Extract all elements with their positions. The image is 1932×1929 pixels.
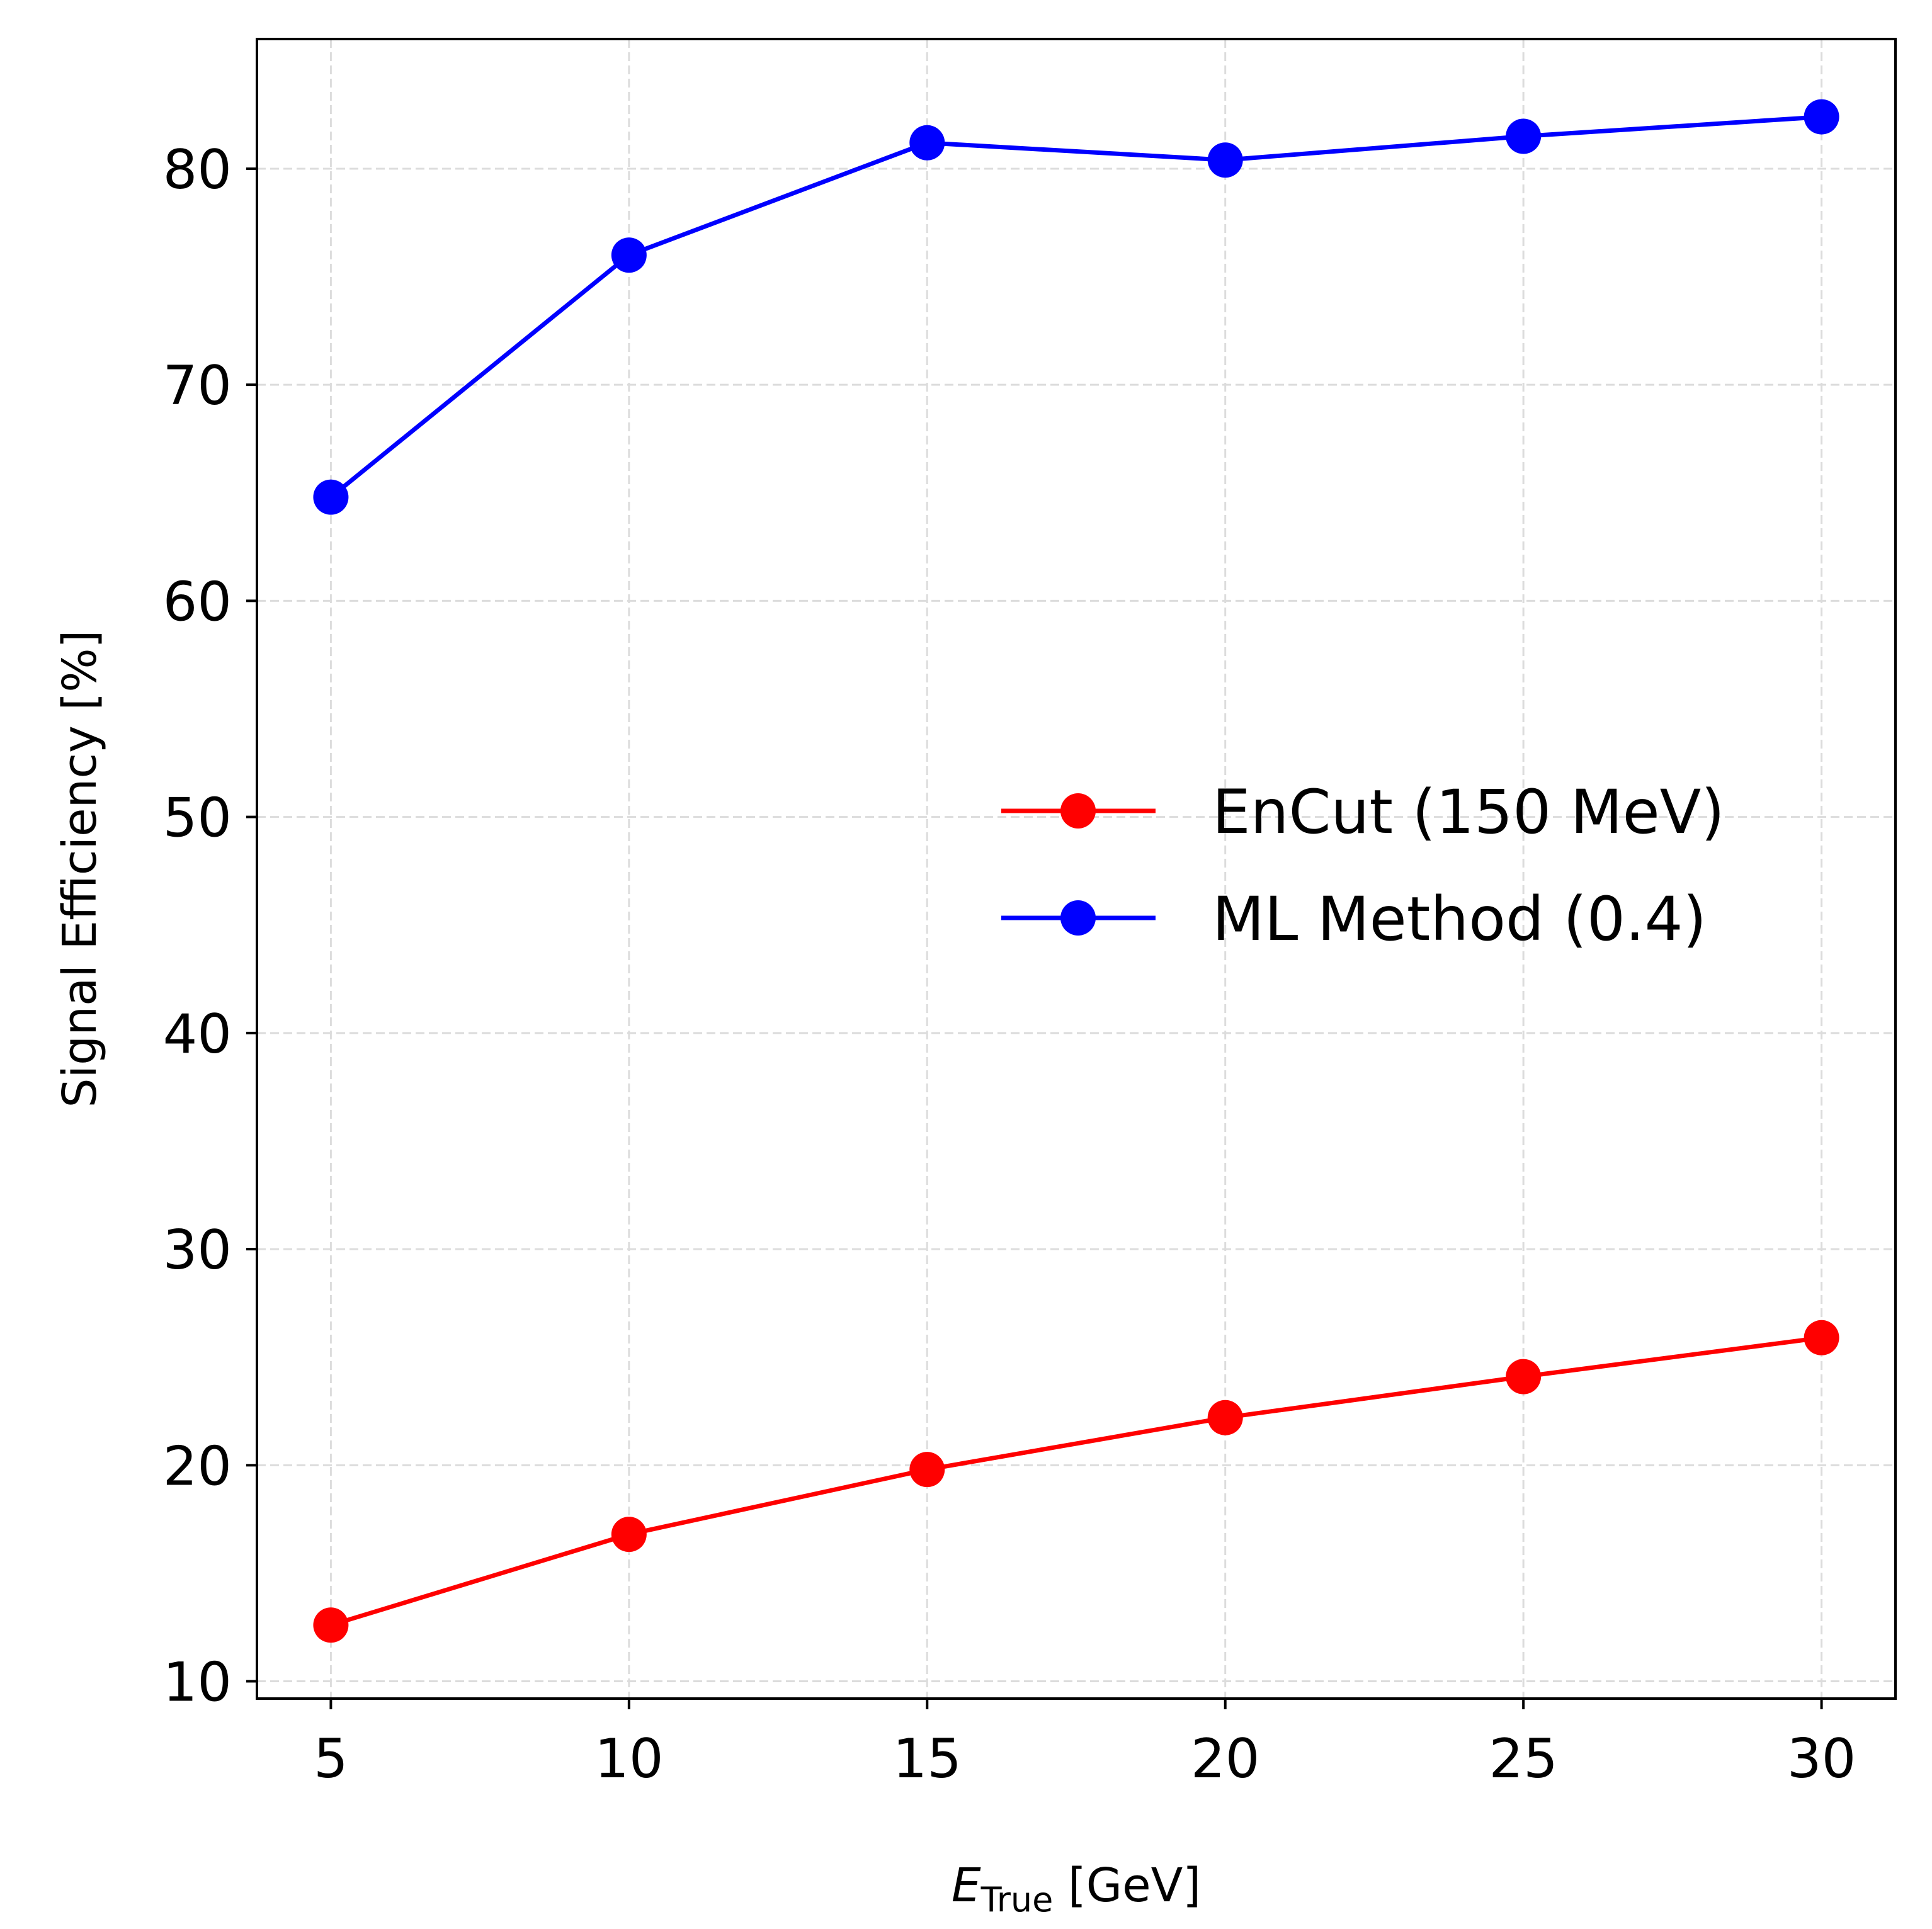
series-line [329, 115, 1822, 499]
legend-marker [1060, 900, 1096, 936]
y-tick-label: 20 [163, 1435, 232, 1498]
y-axis-label: Signal Efficiency [%] [53, 630, 107, 1108]
x-tick-label: 5 [314, 1728, 348, 1790]
data-point [1506, 1359, 1542, 1394]
x-tick-label: 20 [1191, 1728, 1259, 1790]
y-tick-label: 40 [163, 1003, 232, 1066]
y-tick-label: 60 [163, 570, 232, 633]
series [313, 99, 1839, 1643]
x-axis-label-main: E [952, 1858, 981, 1913]
y-tick-label: 30 [163, 1219, 232, 1282]
legend-label: EnCut (150 MeV) [1212, 777, 1725, 847]
data-point [1804, 1320, 1839, 1355]
y-tick-label: 50 [163, 787, 232, 850]
x-axis-label-suffix: [GeV] [1053, 1858, 1201, 1913]
series-1 [313, 99, 1839, 515]
legend-item: ML Method (0.4) [1001, 884, 1707, 954]
axis-ticks: 5 10 15 20 25 30 10 20 30 40 50 60 70 80 [163, 139, 1856, 1790]
x-tick-label: 10 [594, 1728, 663, 1790]
data-point [1207, 1400, 1243, 1435]
legend-item: EnCut (150 MeV) [1001, 777, 1725, 847]
x-tick-label: 30 [1787, 1728, 1856, 1790]
data-point [1207, 142, 1243, 178]
y-tick-label: 70 [163, 354, 232, 417]
series-line [330, 1335, 1822, 1627]
data-point [909, 1452, 945, 1488]
grid-lines [257, 39, 1895, 1699]
series-0 [313, 1320, 1839, 1643]
legend-marker [1060, 793, 1096, 829]
x-tick-label: 25 [1489, 1728, 1557, 1790]
data-point [313, 1607, 349, 1643]
y-tick-label: 80 [163, 139, 232, 201]
data-point [313, 479, 349, 515]
legend: EnCut (150 MeV) ML Method (0.4) [1001, 777, 1725, 954]
data-point [611, 237, 647, 273]
x-tick-label: 15 [893, 1728, 962, 1790]
data-point [909, 125, 945, 161]
data-point [1506, 118, 1542, 154]
legend-label: ML Method (0.4) [1212, 884, 1707, 954]
x-axis-label: ETrue [GeV] [952, 1858, 1201, 1920]
x-axis-label-subscript: True [980, 1880, 1054, 1920]
y-tick-label: 10 [163, 1651, 232, 1714]
plot-frame [256, 38, 1897, 1700]
data-point [611, 1517, 647, 1553]
data-point [1804, 99, 1839, 135]
